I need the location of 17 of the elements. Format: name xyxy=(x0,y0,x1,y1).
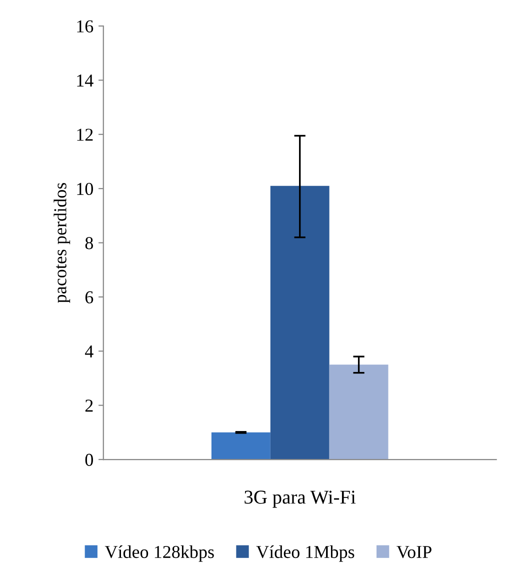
bar xyxy=(329,364,388,460)
y-tick-label: 6 xyxy=(85,291,94,304)
y-tick-label: 8 xyxy=(85,237,93,250)
y-tick-label: 0 xyxy=(85,454,93,466)
y-tick-label: 10 xyxy=(77,182,93,196)
bar xyxy=(211,432,270,460)
y-tick-label: 16 xyxy=(77,20,94,32)
y-axis-title: pacotes perdidos xyxy=(54,183,70,303)
y-tick-label: 12 xyxy=(77,128,93,141)
y-tick-label: 4 xyxy=(85,346,94,358)
legend-label: VoIP xyxy=(396,546,432,558)
y-tick-label: 14 xyxy=(77,74,94,86)
legend-label: Vídeo 128kbps xyxy=(104,545,214,562)
y-tick-label: 2 xyxy=(85,400,93,412)
x-tick-label: 3G para Wi-Fi xyxy=(244,490,356,508)
legend-label: Vídeo 1Mbps xyxy=(256,545,354,562)
bar xyxy=(270,186,330,460)
